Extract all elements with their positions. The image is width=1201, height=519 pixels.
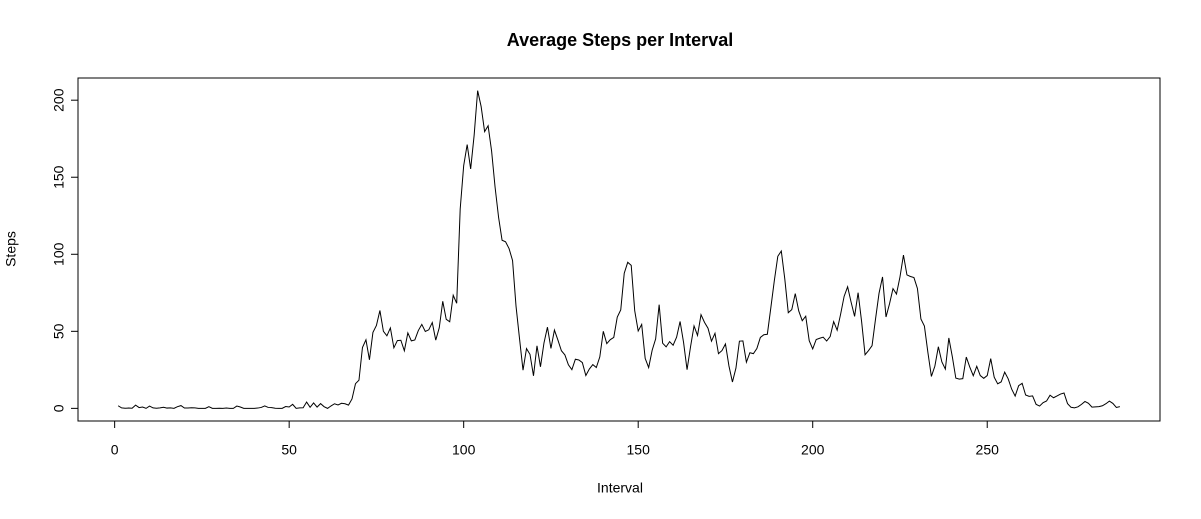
y-axis-label: Steps — [3, 231, 19, 267]
y-tick-label: 0 — [51, 404, 67, 412]
x-tick-label: 0 — [111, 442, 119, 458]
y-tick-label: 200 — [51, 88, 67, 112]
x-axis-label: Interval — [597, 480, 643, 496]
data-line — [117, 90, 1120, 409]
y-tick-label: 100 — [51, 242, 67, 266]
x-tick-label: 50 — [281, 442, 297, 458]
x-tick-label: 100 — [452, 442, 476, 458]
y-tick-label: 50 — [51, 323, 67, 339]
x-tick-label: 250 — [976, 442, 1000, 458]
x-tick-label: 150 — [627, 442, 651, 458]
chart-title: Average Steps per Interval — [507, 30, 733, 50]
x-tick-label: 200 — [801, 442, 825, 458]
plot-frame — [77, 77, 1161, 422]
y-tick-label: 150 — [51, 165, 67, 189]
